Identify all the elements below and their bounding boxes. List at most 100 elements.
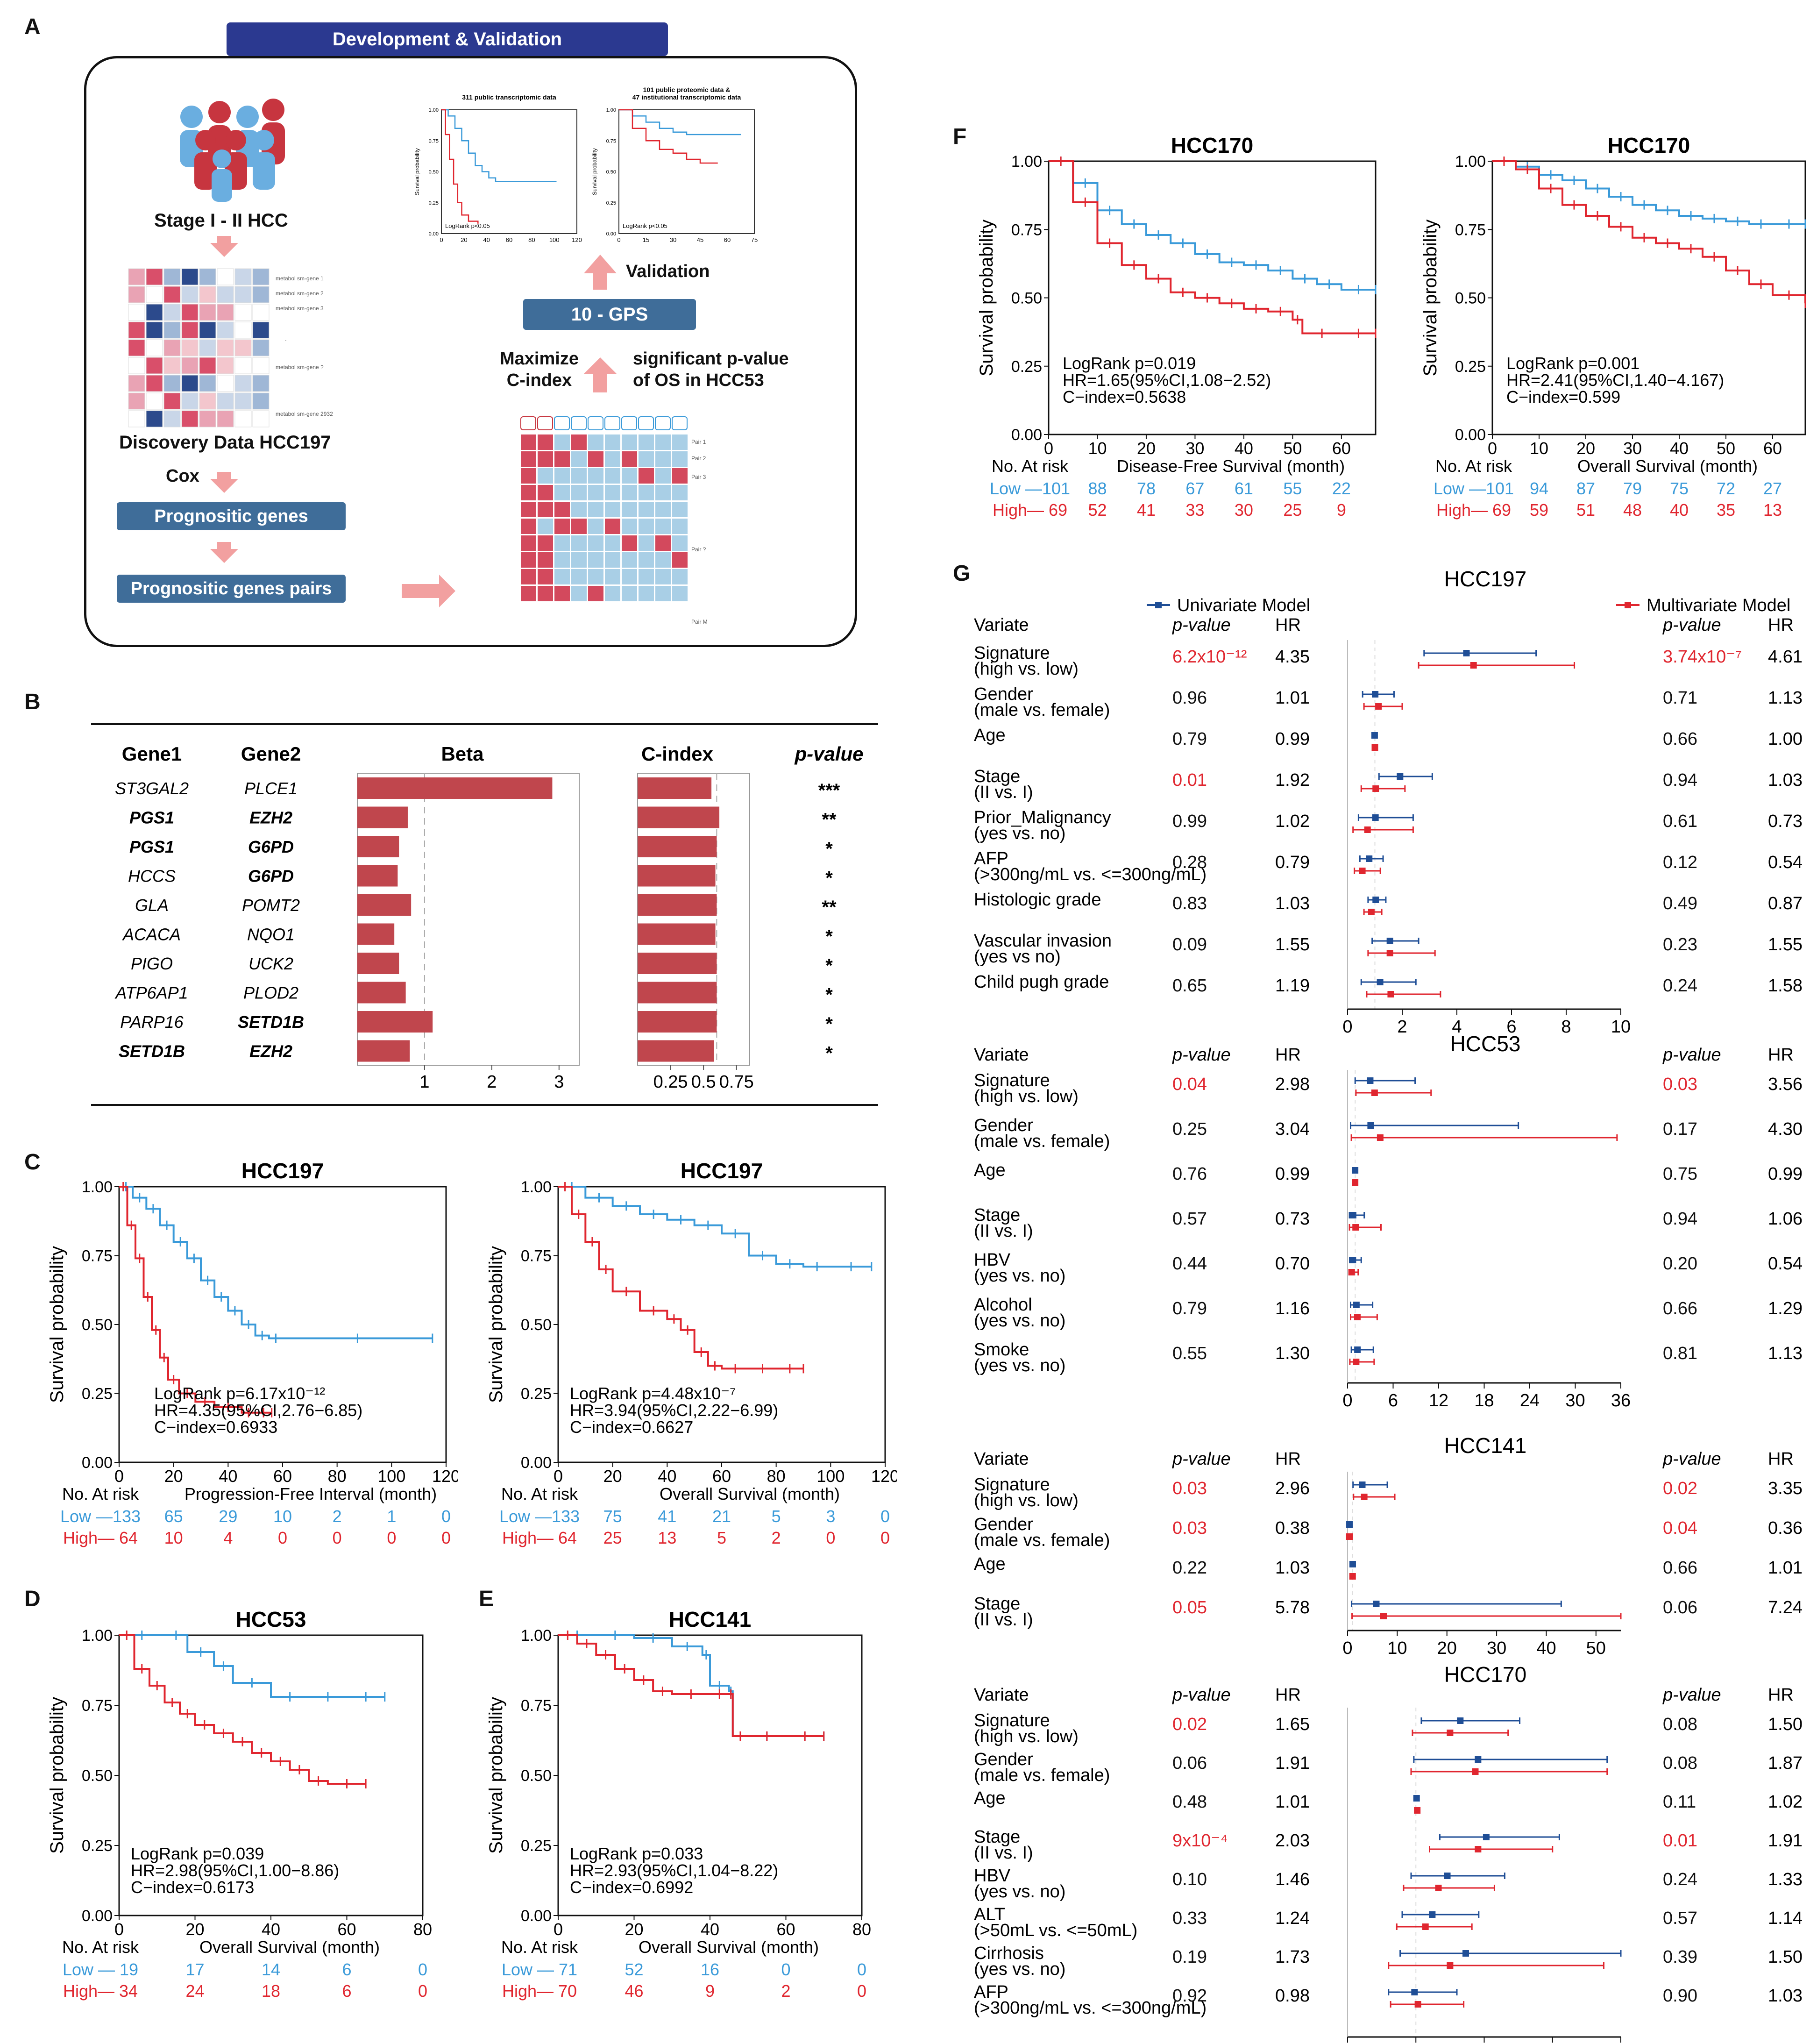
pair-cell [622,552,637,568]
mini-xtick: 120 [572,236,582,243]
significant-label: significant p-value of OS in HCC53 [633,349,789,390]
pair-cell [605,451,620,467]
flow-arrows [210,236,617,607]
forest-variate-sub: (II vs. I) [974,1221,1033,1241]
km-ylabel: Survival probability [47,1246,67,1403]
heat-cell [128,321,145,339]
forest-header-p2: p-value [1662,1045,1721,1065]
pair-cell [605,552,620,568]
forest-hr: 1.01 [1275,1792,1310,1812]
forest-header-p: p-value [1172,1045,1231,1065]
pair-header-icon [588,416,603,430]
mini-logrank: LogRank p<0.05 [445,222,490,229]
mini-ylabel: Survival probability [591,148,598,195]
forest-p2: 0.81 [1663,1344,1697,1363]
km-ytick: 0.75 [521,1697,552,1715]
pair-cell [655,535,671,551]
heat-cell [128,339,145,356]
forest-xtick: 6 [1506,1017,1516,1037]
forest-header-hr2: HR [1768,1449,1794,1469]
heat-cell [234,339,252,356]
km-annotation: LogRank p=4.48x10⁻⁷ [570,1384,736,1403]
risk-label-low: Low —133 [499,1507,580,1526]
heat-cell [163,410,181,427]
forest-variate-sub: (yes vs. no) [974,1311,1065,1331]
pair-row-label: Pair ? [691,546,706,553]
heat-row-label: metabol sm-gene 2932 [276,411,333,417]
pair-header-icon [655,416,671,430]
beta-bar [357,836,399,857]
km-title: HCC197 [241,1159,324,1183]
heat-cell [217,321,234,339]
km-xlabel: Overall Survival (month) [1577,456,1758,476]
km-title: HCC170 [1171,133,1253,157]
forest-point-multivariate [1447,1730,1454,1736]
pair-cell [655,451,671,467]
risk-count: 79 [1623,479,1642,498]
forest-p: 0.02 [1172,1715,1207,1734]
km-annotation: LogRank p=6.17x10⁻¹² [154,1384,325,1403]
km-curve-low [119,1634,385,1698]
forest-hr: 1.01 [1275,688,1310,708]
pair-cell [588,485,603,500]
panel-label-d: D [24,1587,41,1611]
panel-label-e: E [479,1587,494,1611]
heat-cell [199,321,216,339]
pair-cell [588,451,603,467]
forest-point-multivariate [1353,1359,1360,1365]
forest-point-multivariate [1352,1224,1359,1231]
forest-variate: HBV [974,1250,1011,1270]
forest-variate-sub: (high vs. low) [974,1491,1079,1510]
risk-count: 25 [603,1528,622,1547]
maximize-label: Maximize C-index [500,349,579,390]
forest-point-multivariate [1359,868,1366,874]
forest-point-univariate [1475,1756,1482,1763]
km-xtick: 20 [1137,439,1156,458]
pair-row-label: Pair 3 [691,474,706,480]
panel-label-b: B [24,690,41,714]
forest-variate-sub: (>50mL vs. <=50mL) [974,1921,1137,1940]
forest-point-multivariate [1414,2001,1421,2008]
beta-bar [357,953,399,974]
forest-point-univariate [1483,1834,1490,1840]
forest-point-univariate [1354,1346,1361,1353]
beta-bar [357,865,398,887]
forest-p: 0.09 [1172,935,1207,954]
km-xtick: 60 [273,1467,292,1486]
forest-p: 0.03 [1172,1518,1207,1538]
forest-variate: Child pugh grade [974,972,1109,992]
forest-point-univariate [1349,1561,1356,1567]
heat-cell [252,357,270,374]
forest-point-multivariate [1470,662,1477,669]
forest-header-hr: HR [1275,1045,1301,1065]
forest-p2: 0.57 [1663,1909,1697,1928]
forest-variate: Age [974,1161,1006,1180]
pair-cell [538,502,553,517]
km-curve-low [558,1186,872,1268]
cox-label: Cox [166,466,199,486]
forest-hr: 1.16 [1275,1299,1310,1318]
beta-bar [357,1040,410,1062]
forest-p2: 0.24 [1663,976,1697,996]
gene2-cell: PLOD2 [243,983,298,1003]
forest-hr: 0.73 [1275,1209,1310,1229]
forest-header-p: p-value [1172,1449,1231,1469]
forest-hr2: 1.03 [1768,770,1803,790]
km-ytick: 0.75 [82,1247,113,1265]
risk-count: 78 [1137,479,1156,498]
heat-cell [163,375,181,392]
forest-p2: 0.04 [1663,1518,1697,1538]
gene1-cell: ATP6AP1 [114,983,188,1003]
km-curve-low [119,1186,433,1339]
beta-frame [357,773,580,1066]
pair-cell [622,451,637,467]
forest-hr: 2.96 [1275,1479,1310,1498]
pair-header-icon [604,416,620,430]
panel-a [84,56,857,647]
heat-cell [252,268,270,285]
risk-count: 0 [278,1528,287,1547]
heat-cell [146,321,163,339]
forest-point-univariate [1372,897,1379,903]
forest-p: 0.19 [1172,1947,1207,1967]
risk-count: 0 [441,1528,451,1547]
